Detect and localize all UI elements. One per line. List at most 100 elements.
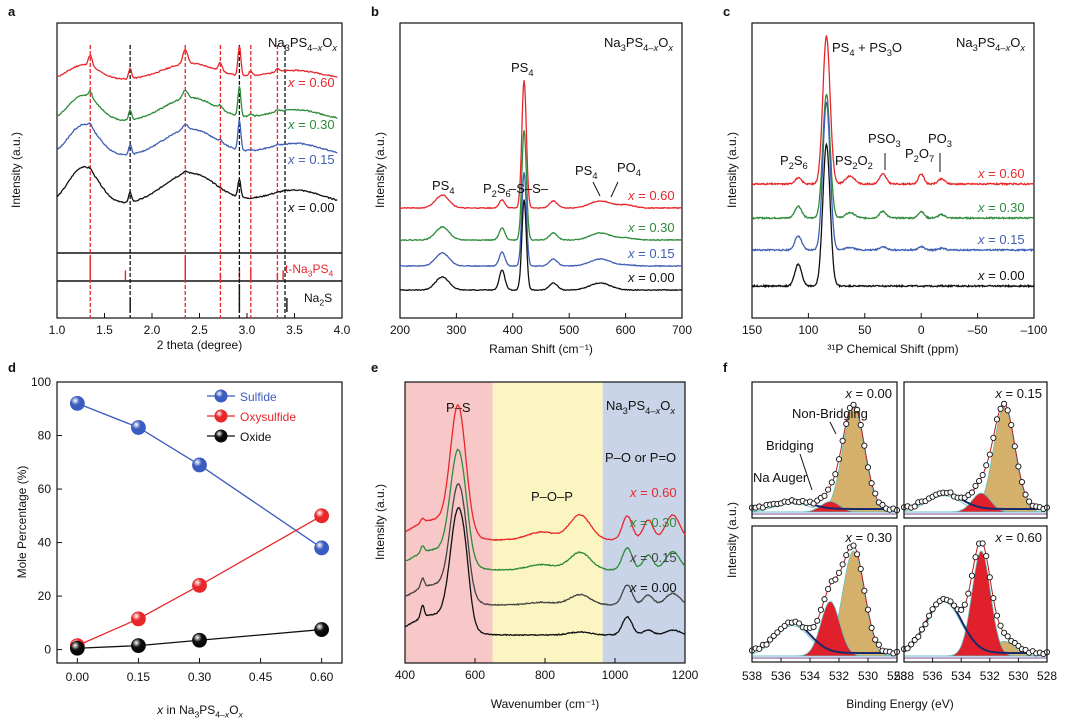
plot-frame [903,381,1048,519]
data-point [817,606,824,613]
series-label: x = 0.30 [287,117,335,132]
data-point [864,464,872,471]
text-span: = 0.15 [295,152,335,167]
data-point [192,577,207,593]
data-point [864,606,872,613]
data-point [925,612,933,619]
text-span: PS [832,40,850,55]
text-span: = 0.30 [635,220,675,235]
x-tick-label: 0.60 [310,670,334,684]
legend-label: Sulfide [240,390,277,404]
x-tick-label: 528 [887,669,907,683]
data-point [915,633,922,640]
text-span: 4 [636,168,641,178]
y-tick-label: 80 [38,429,52,443]
x-tick-label: 4.0 [334,323,351,337]
series-line [399,80,683,210]
data-point [958,606,965,613]
series-label: x = 0.30 [629,515,677,530]
panel-c-title: Na3PS4–xOx [956,35,1025,53]
y-tick-label: 100 [31,375,51,389]
x-tick-label: 536 [771,669,791,683]
data-point [972,554,979,561]
text-span: PSO [868,131,895,146]
y-axis-label: Intensity (a.u.) [725,132,739,208]
x-tick-label: 400 [503,323,523,337]
x-tick-label: 1000 [602,668,629,682]
data-point [825,586,832,593]
series-line [56,45,338,80]
peak-label: PSO3 [868,131,901,149]
text-span: x [1005,43,1011,53]
data-point [986,451,993,458]
xps-subplot: x = 0.15 [900,381,1051,519]
text-span: = 0.15 [985,232,1025,247]
text-span: 6 [803,161,808,171]
text-span: = 0.00 [635,270,675,285]
text-span: 3 [947,139,952,149]
text-span: Na [956,35,973,50]
x-tick-label: 0.45 [249,670,273,684]
x-axis-label: Binding Energy (eV) [846,697,953,711]
data-point [825,486,832,493]
series-line [400,130,682,242]
text-span: 2 [789,161,794,171]
data-point [990,595,997,602]
text-span: x [653,43,659,53]
data-point [908,641,915,648]
text-span: t-Na [285,262,308,276]
text-span: 3 [887,48,892,58]
x-axis-label: ³¹P Chemical Shift (ppm) [827,342,958,356]
series-label: x = 0.15 [287,152,335,167]
text-span: O [858,153,868,168]
data-point [976,477,983,485]
component-label: Bridging [766,438,814,453]
region-label: P–O or P=O [605,450,676,465]
x-tick-label: 530 [858,669,878,683]
legend-marker [214,409,228,423]
peak-label: PS4 [575,163,598,181]
data-point [872,636,879,643]
x-tick-label: 534 [800,669,820,683]
text-span: x [629,485,637,500]
text-span: 2 [319,298,324,308]
text-span: = 0.60 [635,188,675,203]
text-span: x [667,43,673,53]
y-axis-label: Mole Percentage (%) [15,466,29,579]
data-point [993,612,1001,619]
data-point [1004,407,1011,414]
text-span: S [324,291,332,305]
data-point [986,574,993,581]
data-point [843,552,850,559]
text-span: x [287,152,295,167]
x-tick-label: 0.15 [127,670,151,684]
text-span: PS [978,35,996,50]
text-span: x [655,406,661,416]
data-point [770,632,777,639]
x-tick-label: 300 [446,323,466,337]
series-label: x = 0.30 [977,200,1025,215]
data-point [854,406,861,413]
text-span: x [317,43,323,53]
text-span: PS [290,35,308,50]
text-span: 4– [643,43,654,53]
data-point [947,489,954,496]
series-label: x = 0.00 [629,580,677,595]
series-line [751,93,1035,221]
text-span: PS [312,262,328,276]
text-span: x [977,268,985,283]
text-span: x [224,710,230,720]
data-point [904,645,911,652]
data-point [861,442,868,449]
data-point [968,572,975,579]
x-axis-label: Wavenumber (cm⁻¹) [491,697,600,711]
x-tick-label: –50 [968,323,988,337]
series-label: x = 0.15 [977,232,1025,247]
panel-b-axes: 200 300 400 500 600 700 [390,22,692,337]
text-span: 4– [307,43,318,53]
data-point [1001,629,1008,636]
y-tick-label: 0 [44,643,51,657]
text-span: = 0.60 [295,75,335,90]
text-span: 4– [215,710,225,720]
data-point [821,492,828,499]
